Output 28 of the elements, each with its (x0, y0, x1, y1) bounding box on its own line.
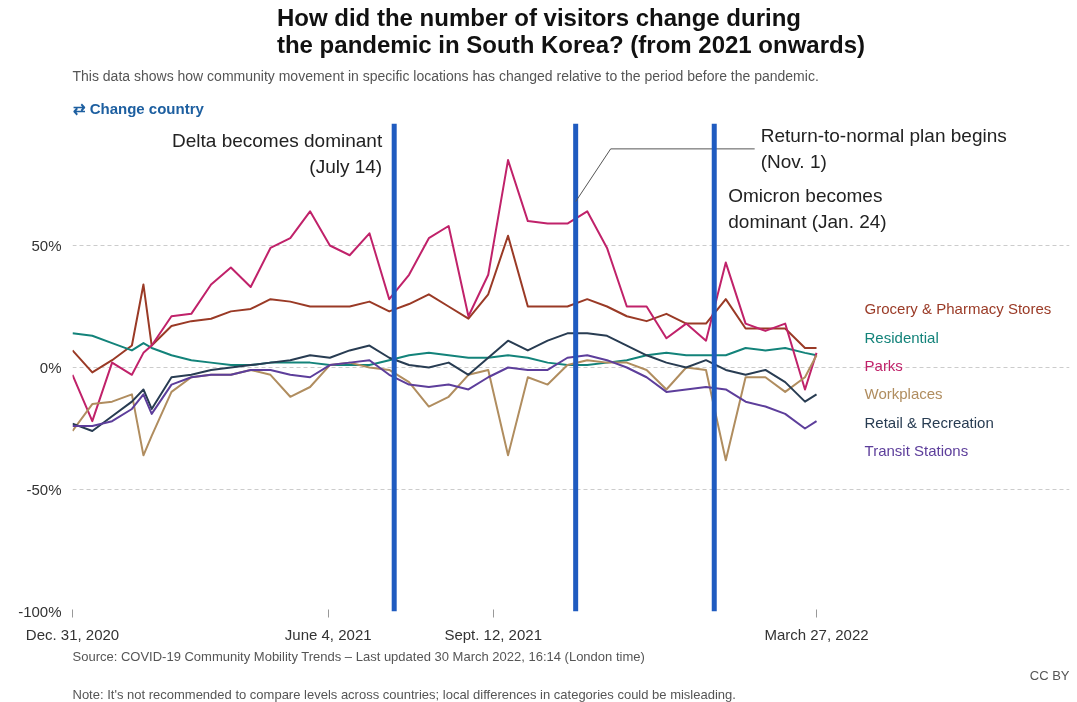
text: Parks (864, 357, 903, 375)
ref-line-label: Omicron becomes dominant (Jan. 24) (728, 185, 887, 232)
line-series (72, 234, 818, 374)
line-series (72, 354, 818, 462)
text: Transit Stations (864, 441, 969, 459)
text: Workplaces (864, 385, 943, 403)
text: Residential (864, 328, 939, 346)
text: ⇄ Change country (72, 99, 205, 117)
line-series (72, 332, 818, 432)
x-tick-label: June 4, 2021 (284, 625, 372, 643)
ref-line-label: Delta becomes dominant (July 14) (172, 130, 383, 177)
x-tick-label: March 27, 2022 (764, 625, 869, 643)
y-tick-label: -50% (26, 481, 62, 498)
chart-title: How did the number of visitors change during the pandemic in South Korea? (from 2021 onwards) (276, 3, 866, 58)
source-note: Source: COVID-19 Community Mobility Trends – Last updated 30 March 2022, 16:14 (London time) (72, 648, 645, 664)
chart-subtitle: This data shows how community movement in specific locations has changed relative to the period before the pandemic. (72, 67, 819, 84)
text: Note: It's not recommended to compare levels across countries; local differences in categories could be misleading. (72, 686, 736, 702)
text: CC BY (1029, 667, 1070, 683)
y-tick-label: 50% (31, 237, 62, 254)
y-tick-label: 0% (39, 359, 62, 376)
line-series (72, 354, 818, 430)
text: Retail & Recreation (864, 413, 994, 431)
x-tick-label: Sept. 12, 2021 (444, 625, 542, 643)
x-tick-label: Dec. 31, 2020 (25, 625, 120, 643)
line-series (72, 332, 818, 367)
text: Grocery & Pharmacy Stores (864, 300, 1052, 318)
ref-line-label: Return-to-normal plan begins (Nov. 1) (760, 125, 1007, 172)
y-tick-label: -100% (18, 603, 62, 620)
